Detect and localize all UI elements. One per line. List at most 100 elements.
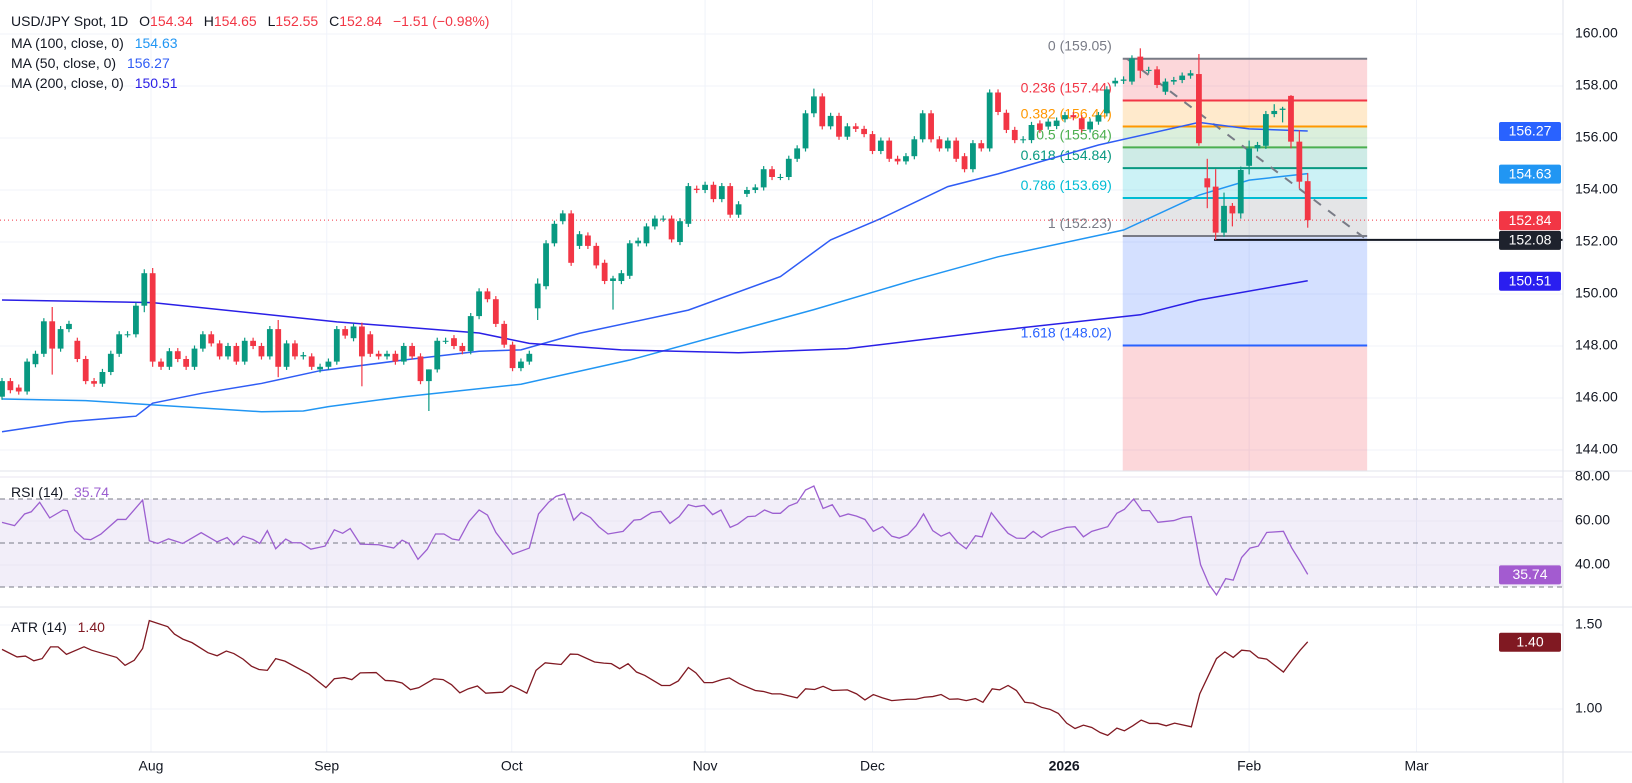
candle-body xyxy=(241,340,248,362)
candle-body xyxy=(827,115,834,127)
candle-body xyxy=(677,221,683,242)
candle-body xyxy=(1137,56,1144,71)
time-axis-label: Feb xyxy=(1237,758,1261,774)
candle-body xyxy=(911,139,918,157)
price-badge: 150.51 xyxy=(1509,272,1552,288)
fib-zone xyxy=(1122,168,1368,199)
candle-body xyxy=(149,273,156,362)
candle-body xyxy=(1221,205,1227,233)
candle-body xyxy=(99,372,106,384)
candle-body xyxy=(702,184,708,190)
candle-body xyxy=(852,126,859,129)
price-axis-label: 150.00 xyxy=(1575,285,1618,301)
candle-body xyxy=(107,353,114,372)
candle-body xyxy=(961,156,968,170)
candle-body xyxy=(1179,75,1186,81)
candle-body xyxy=(492,299,499,324)
candle-body xyxy=(886,140,893,159)
price-badge: 156.27 xyxy=(1509,123,1552,139)
candle-body xyxy=(1170,80,1177,82)
candle-body xyxy=(359,326,365,357)
candle-body xyxy=(819,96,826,127)
candle-body xyxy=(978,143,985,149)
ma200-legend[interactable]: MA (200, close, 0) 150.51 xyxy=(11,73,178,93)
open-label: O xyxy=(139,13,151,29)
high-value: 154.65 xyxy=(213,13,257,29)
candle-body xyxy=(216,343,223,357)
candle-body xyxy=(526,353,533,362)
candle-body xyxy=(1070,115,1077,118)
candle-body xyxy=(82,359,89,382)
candle-body xyxy=(342,329,349,336)
price-badge: 154.63 xyxy=(1509,165,1552,181)
fib-level-label: 0.618 (154.84) xyxy=(1021,147,1112,163)
candle-body xyxy=(643,226,650,244)
price-badge: 152.84 xyxy=(1509,212,1552,228)
candle-body xyxy=(944,140,951,149)
candle-body xyxy=(74,340,81,359)
ma100-value: 154.63 xyxy=(134,35,178,51)
atr-legend[interactable]: ATR (14) 1.40 xyxy=(11,617,105,637)
candle-body xyxy=(1271,110,1278,115)
high-label: H xyxy=(203,13,214,29)
ma50-legend[interactable]: MA (50, close, 0) 156.27 xyxy=(11,53,170,73)
price-axis-label: 146.00 xyxy=(1575,389,1618,405)
candle-body xyxy=(1296,141,1303,182)
atr-line xyxy=(1,619,1309,737)
candle-body xyxy=(392,353,399,362)
candle-body xyxy=(409,346,416,357)
candle-body xyxy=(760,169,767,188)
close-value: 152.84 xyxy=(339,13,383,29)
candle-body xyxy=(568,213,575,263)
candle-body xyxy=(844,126,851,137)
candle-body xyxy=(970,143,976,170)
candle-body xyxy=(919,113,926,140)
rsi-legend[interactable]: RSI (14) 35.74 xyxy=(11,482,109,502)
candle-body xyxy=(1120,79,1127,81)
fib-level-label: 1.618 (148.02) xyxy=(1021,324,1112,340)
candle-body xyxy=(610,278,616,281)
price-axis-label: 160.00 xyxy=(1575,25,1618,41)
candle-body xyxy=(451,338,457,346)
candle-body xyxy=(1028,125,1035,141)
candle-body xyxy=(1003,112,1010,130)
atr-axis-label: 1.50 xyxy=(1575,616,1602,632)
price-axis-label: 144.00 xyxy=(1575,441,1618,457)
candle-body xyxy=(174,351,181,359)
candle-body xyxy=(668,218,675,240)
time-axis-label: 2026 xyxy=(1049,758,1080,774)
candle-body xyxy=(317,366,323,370)
rsi-axis-label: 60.00 xyxy=(1575,512,1610,528)
time-axis-label: Oct xyxy=(501,758,523,774)
candle-body xyxy=(1154,69,1160,85)
candle-body xyxy=(1095,115,1102,122)
candle-body xyxy=(300,355,307,357)
candle-body xyxy=(24,361,31,392)
candle-body xyxy=(1204,178,1211,188)
candle-body xyxy=(208,334,215,344)
candle-body xyxy=(116,334,123,354)
candle-body xyxy=(250,340,256,346)
candle-body xyxy=(141,273,148,306)
candle-body xyxy=(518,361,524,369)
candle-body xyxy=(593,245,600,266)
candle-body xyxy=(275,329,282,367)
time-axis-label: Nov xyxy=(693,758,718,774)
candle-body xyxy=(509,344,516,369)
candle-body xyxy=(1078,118,1085,130)
symbol-title[interactable]: USD/JPY Spot, 1D xyxy=(11,13,129,29)
fib-level-label: 0 (159.05) xyxy=(1048,38,1112,54)
ma200-value: 150.51 xyxy=(134,75,178,91)
candle-body xyxy=(1062,115,1068,120)
candle-body xyxy=(191,348,198,367)
price-badge-bg xyxy=(1499,271,1561,291)
candle-body xyxy=(292,343,298,357)
candle-body xyxy=(1229,205,1236,214)
candle-body xyxy=(1020,139,1027,141)
ma100-legend[interactable]: MA (100, close, 0) 154.63 xyxy=(11,33,178,53)
candle-body xyxy=(15,387,22,392)
fib-zone xyxy=(1122,126,1368,148)
low-value: 152.55 xyxy=(275,13,319,29)
time-axis-label: Mar xyxy=(1404,758,1428,774)
